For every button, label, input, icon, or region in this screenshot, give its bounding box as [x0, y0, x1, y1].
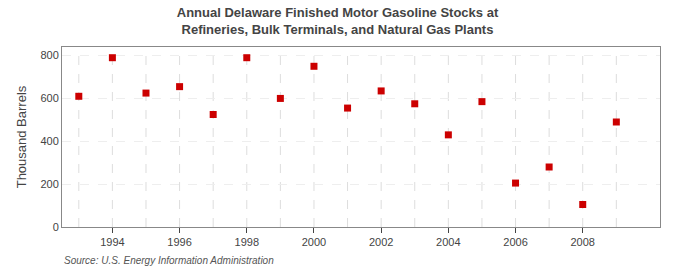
svg-text:2002: 2002	[369, 236, 393, 248]
svg-text:2008: 2008	[570, 236, 594, 248]
svg-text:1996: 1996	[167, 236, 191, 248]
svg-text:Source: U.S. Energy Informatio: Source: U.S. Energy Information Administ…	[64, 255, 274, 266]
svg-text:400: 400	[40, 135, 58, 147]
svg-text:200: 200	[40, 178, 58, 190]
svg-text:Thousand Barrels: Thousand Barrels	[14, 85, 29, 188]
svg-text:1998: 1998	[235, 236, 259, 248]
svg-text:0: 0	[53, 221, 59, 233]
svg-text:2004: 2004	[436, 236, 460, 248]
svg-text:2006: 2006	[503, 236, 527, 248]
svg-text:2000: 2000	[302, 236, 326, 248]
svg-text:800: 800	[40, 49, 58, 61]
svg-text:600: 600	[40, 92, 58, 104]
svg-text:1994: 1994	[100, 236, 124, 248]
svg-text:Annual Delaware Finished Motor: Annual Delaware Finished Motor Gasoline …	[177, 5, 499, 37]
